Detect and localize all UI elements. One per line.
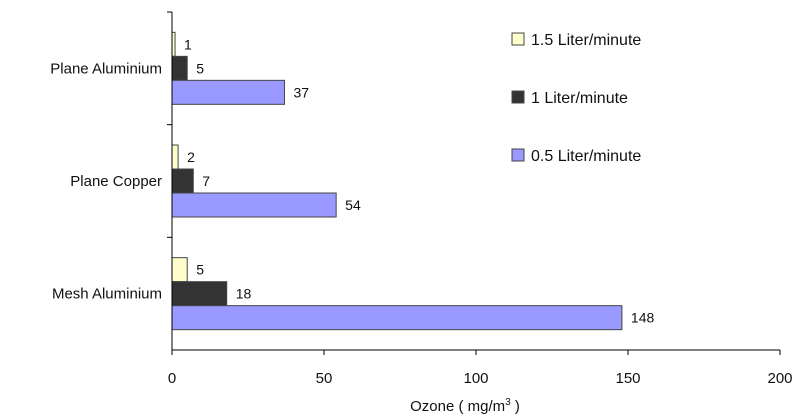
axes-group — [171, 12, 780, 351]
x-tick-label-150: 150 — [615, 370, 640, 387]
bar-mesh-aluminium-1-liter-minute — [171, 281, 228, 307]
data-label-mesh-aluminium-0-5-liter-minute: 148 — [631, 310, 655, 326]
bar-mesh-aluminium-0-5-liter-minute — [171, 305, 623, 331]
x-ticks-group: 0 50 100 150 200 — [168, 350, 793, 387]
category-label-plane-aluminium: Plane Aluminium — [50, 60, 162, 77]
legend-label-1-liter-minute: 1 Liter/minute — [531, 90, 628, 107]
bar-plane-aluminium-0-5-liter-minute — [171, 79, 285, 105]
x-axis-title-suffix: ) — [511, 398, 520, 415]
legend-swatch-0-5-liter-minute — [511, 148, 525, 162]
x-tick-label-200: 200 — [767, 370, 792, 387]
legend-label-0-5-liter-minute: 0.5 Liter/minute — [531, 148, 641, 165]
x-axis-title-superscript: 3 — [505, 397, 511, 408]
category-labels-group: Plane Aluminium Plane Copper Mesh Aluminiu… — [50, 60, 162, 302]
data-label-mesh-aluminium-1-5-liter-minute: 5 — [196, 262, 204, 278]
bars-group — [167, 11, 623, 331]
x-axis-title: Ozone ( mg/m3 ) — [410, 397, 520, 415]
data-label-plane-copper-1-liter-minute: 7 — [202, 173, 210, 189]
bar-plane-copper-0-5-liter-minute — [171, 192, 337, 218]
legend-label-1-5-liter-minute: 1.5 Liter/minute — [531, 32, 641, 49]
data-label-plane-aluminium-1-5-liter-minute: 1 — [184, 36, 192, 52]
category-label-plane-copper: Plane Copper — [70, 173, 162, 190]
bar-mesh-aluminium-1-5-liter-minute — [171, 257, 188, 283]
bar-plane-copper-1-liter-minute — [171, 168, 194, 194]
bar-plane-aluminium-1-liter-minute — [171, 55, 188, 81]
category-label-mesh-aluminium: Mesh Aluminium — [52, 286, 162, 303]
data-label-plane-aluminium-0-5-liter-minute: 37 — [293, 84, 309, 100]
x-tick-label-100: 100 — [463, 370, 488, 387]
legend-swatch-1-liter-minute — [511, 90, 525, 104]
legend-swatch-1-5-liter-minute — [511, 32, 525, 46]
data-label-mesh-aluminium-1-liter-minute: 18 — [236, 286, 252, 302]
bar-plane-copper-1-5-liter-minute — [171, 144, 179, 170]
legend: 1.5 Liter/minute 1 Liter/minute 0.5 Liter/… — [511, 32, 641, 165]
x-tick-label-50: 50 — [316, 370, 333, 387]
x-axis-title-main: Ozone ( mg/m — [410, 398, 505, 415]
x-tick-label-0: 0 — [168, 370, 176, 387]
data-label-plane-copper-1-5-liter-minute: 2 — [187, 149, 195, 165]
data-label-plane-copper-0-5-liter-minute: 54 — [345, 197, 361, 213]
data-label-plane-aluminium-1-liter-minute: 5 — [196, 60, 204, 76]
